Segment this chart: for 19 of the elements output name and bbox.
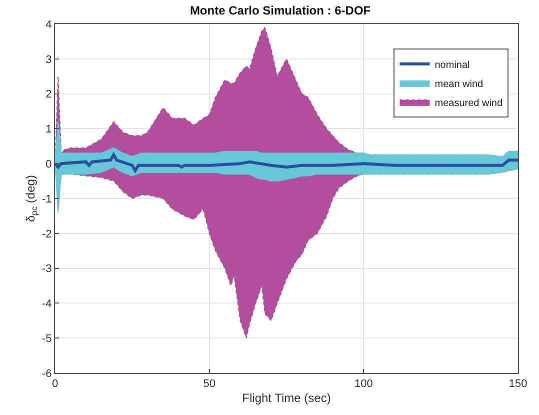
- y-tick-label: -2: [42, 228, 52, 240]
- x-tick-label: 50: [203, 378, 216, 390]
- legend-label: mean wind: [434, 78, 484, 90]
- legend-label: nominal: [434, 60, 470, 71]
- chart-title: Monte Carlo Simulation : 6-DOF: [190, 4, 371, 18]
- x-axis-title: Flight Time (sec): [242, 391, 331, 406]
- y-tick-label: -1: [42, 193, 52, 206]
- y-tick-label: -6: [42, 368, 52, 380]
- y-tick-label: -4: [42, 298, 52, 310]
- x-tick-label: 150: [508, 378, 528, 390]
- legend-label: measured wind: [434, 98, 503, 109]
- y-tick-label: 2: [46, 88, 52, 101]
- y-tick-label: 3: [46, 54, 52, 66]
- y-tick-label: 0: [46, 158, 52, 170]
- y-tick-label: 4: [46, 18, 52, 31]
- y-tick-label: -5: [42, 332, 52, 345]
- y-tick-label: -3: [42, 263, 52, 276]
- y-tick-label: 1: [46, 124, 52, 136]
- x-tick-label: 100: [354, 378, 373, 390]
